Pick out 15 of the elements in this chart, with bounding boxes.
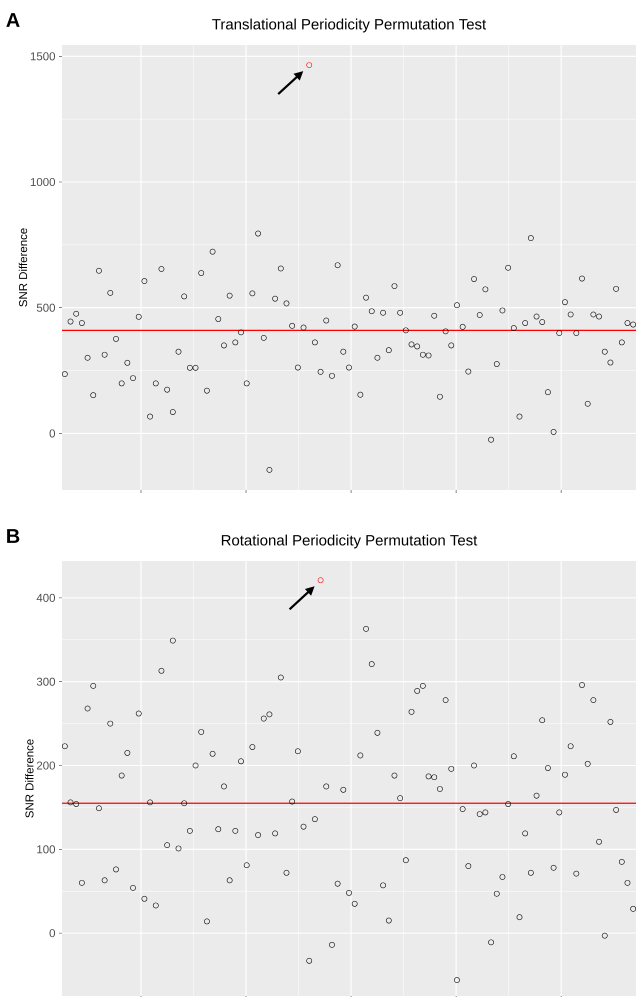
text: A — [6, 13, 20, 27]
y-tick-label: 0 — [50, 429, 56, 438]
text: B — [7, 529, 20, 543]
y-axis-title: SNR Difference — [18, 228, 28, 307]
y-tick-label: 500 — [36, 304, 56, 312]
y-tick-label: 100 — [37, 845, 56, 854]
y-tick-label: 1000 — [30, 178, 56, 186]
chart-title: Translational Periodicity Permutation Test — [212, 18, 486, 32]
chart-title: Rotational Periodicity Permutation Test — [222, 534, 478, 548]
y-axis-title: SNR Difference — [25, 739, 34, 818]
y-tick-label: 300 — [36, 678, 56, 686]
y-tick-label: 200 — [36, 761, 56, 770]
y-tick-label: 1500 — [30, 52, 56, 60]
y-tick-label: 0 — [50, 929, 56, 938]
y-tick-label: 400 — [36, 594, 56, 602]
